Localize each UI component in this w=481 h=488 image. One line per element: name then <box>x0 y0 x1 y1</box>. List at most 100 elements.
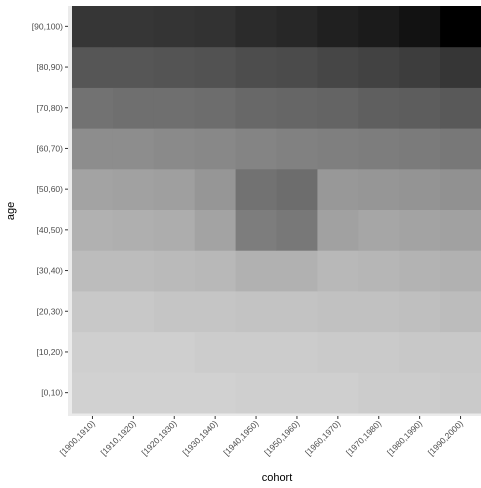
heatmap-cell <box>317 128 359 170</box>
heatmap-cell <box>194 331 237 373</box>
heatmap-cells <box>72 6 481 414</box>
heatmap-cell <box>276 128 318 170</box>
heatmap-cell <box>72 372 114 414</box>
heatmap-cell <box>194 168 237 210</box>
heatmap-cell <box>153 168 196 210</box>
heatmap-cell <box>399 168 441 210</box>
y-tick-label: [40,50) <box>37 225 64 235</box>
heatmap-cell <box>317 331 359 373</box>
y-tick-label: [10,20) <box>37 347 64 357</box>
heatmap-cell <box>440 46 481 88</box>
heatmap-cell <box>72 6 114 48</box>
heatmap-cell <box>153 372 196 414</box>
heatmap-cell <box>194 46 237 88</box>
y-tick-label: [50,60) <box>37 184 64 194</box>
heatmap-cell <box>440 250 481 292</box>
x-tick-label: [1930,1940) <box>180 418 219 457</box>
heatmap-cell <box>317 209 359 251</box>
heatmap-cell <box>317 168 359 210</box>
heatmap-cell <box>153 250 196 292</box>
y-tick-label: [80,90) <box>37 62 64 72</box>
heatmap-cell <box>112 6 155 48</box>
heatmap-cell <box>276 372 318 414</box>
heatmap-cell <box>112 46 155 88</box>
heatmap-cell <box>399 250 441 292</box>
heatmap-cell <box>153 6 196 48</box>
heatmap-cell <box>317 250 359 292</box>
heatmap-cell <box>399 372 441 414</box>
y-axis-ticks: [0,10) [10,20) [20,30) [30,40) [40,50) [50,60… <box>32 21 68 398</box>
heatmap-cell <box>153 46 196 88</box>
heatmap-cell <box>112 128 155 170</box>
y-tick-label: [70,80) <box>37 103 64 113</box>
heatmap-cell <box>317 6 359 48</box>
y-axis-title: age <box>5 202 17 220</box>
heatmap-cell <box>112 290 155 333</box>
heatmap-cell <box>72 46 114 88</box>
x-axis-ticks: [1900,1910) [1910,1920) [1920,1930) [1930,1… <box>58 416 465 457</box>
heatmap-cell <box>276 6 318 48</box>
heatmap-cell <box>358 128 400 170</box>
heatmap-cell <box>440 372 481 414</box>
heatmap-cell <box>72 128 114 170</box>
heatmap-cell <box>399 87 441 129</box>
heatmap-cell <box>235 209 277 251</box>
x-tick-label: [1940,1950) <box>221 418 260 457</box>
heatmap-cell <box>276 209 318 251</box>
heatmap-cell <box>235 168 277 210</box>
heatmap-cell <box>440 209 481 251</box>
heatmap-cell <box>112 250 155 292</box>
heatmap-cell <box>72 87 114 129</box>
heatmap-cell <box>153 128 196 170</box>
heatmap-cell <box>112 331 155 373</box>
heatmap-cell <box>235 250 277 292</box>
heatmap-cell <box>194 128 237 170</box>
heatmap-cell <box>153 331 196 373</box>
x-tick-label: [1970,1980) <box>344 418 383 457</box>
heatmap-cell <box>399 331 441 373</box>
y-tick-label: [20,30) <box>37 306 64 316</box>
heatmap-cell <box>399 128 441 170</box>
heatmap-cell <box>276 250 318 292</box>
heatmap-cell <box>194 372 237 414</box>
heatmap-cell <box>399 46 441 88</box>
x-tick-label: [1950,1960) <box>262 418 301 457</box>
heatmap-cell <box>235 87 277 129</box>
heatmap-cell <box>276 46 318 88</box>
heatmap-cell <box>72 209 114 251</box>
x-tick-label: [1960,1970) <box>303 418 342 457</box>
y-tick-label: [0,10) <box>41 388 63 398</box>
heatmap-cell <box>112 168 155 210</box>
x-tick-label: [1910,1920) <box>99 418 138 457</box>
heatmap-cell <box>440 168 481 210</box>
heatmap-cell <box>112 209 155 251</box>
y-tick-label: [30,40) <box>37 266 64 276</box>
heatmap-cell <box>194 290 237 333</box>
heatmap-cell <box>235 372 277 414</box>
heatmap-cell <box>440 87 481 129</box>
x-tick-label: [1920,1930) <box>140 418 179 457</box>
heatmap-cell <box>399 6 441 48</box>
heatmap-cell <box>194 209 237 251</box>
heatmap-cell <box>440 6 481 48</box>
x-axis-title: cohort <box>262 472 293 484</box>
heatmap-cell <box>194 6 237 48</box>
y-tick-label: [60,70) <box>37 143 64 153</box>
heatmap-cell <box>153 290 196 333</box>
heatmap-cell <box>72 290 114 333</box>
heatmap-cell <box>72 168 114 210</box>
heatmap-cell <box>317 87 359 129</box>
heatmap-cell <box>153 209 196 251</box>
heatmap-cell <box>358 331 400 373</box>
heatmap-cell <box>317 372 359 414</box>
heatmap-cell <box>358 168 400 210</box>
heatmap-cell <box>317 46 359 88</box>
heatmap-cell <box>358 46 400 88</box>
heatmap-cell <box>440 331 481 373</box>
heatmap-cell <box>112 372 155 414</box>
heatmap-cell <box>235 290 277 333</box>
heatmap-cell <box>153 87 196 129</box>
x-tick-label: [1900,1910) <box>58 418 97 457</box>
heatmap-cell <box>194 250 237 292</box>
